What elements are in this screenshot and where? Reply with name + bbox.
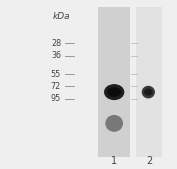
Text: 72: 72 <box>51 82 61 91</box>
Ellipse shape <box>142 86 155 98</box>
Text: kDa: kDa <box>52 12 70 21</box>
Text: 95: 95 <box>51 94 61 103</box>
Text: 28: 28 <box>51 39 61 48</box>
Ellipse shape <box>105 115 123 132</box>
Text: 36: 36 <box>51 51 61 60</box>
Bar <box>136 7 162 157</box>
Ellipse shape <box>104 84 124 100</box>
Ellipse shape <box>144 89 153 96</box>
Bar <box>98 7 130 157</box>
Text: 1: 1 <box>111 156 117 166</box>
Ellipse shape <box>107 87 121 97</box>
Text: 2: 2 <box>146 156 153 166</box>
Text: 55: 55 <box>51 70 61 79</box>
